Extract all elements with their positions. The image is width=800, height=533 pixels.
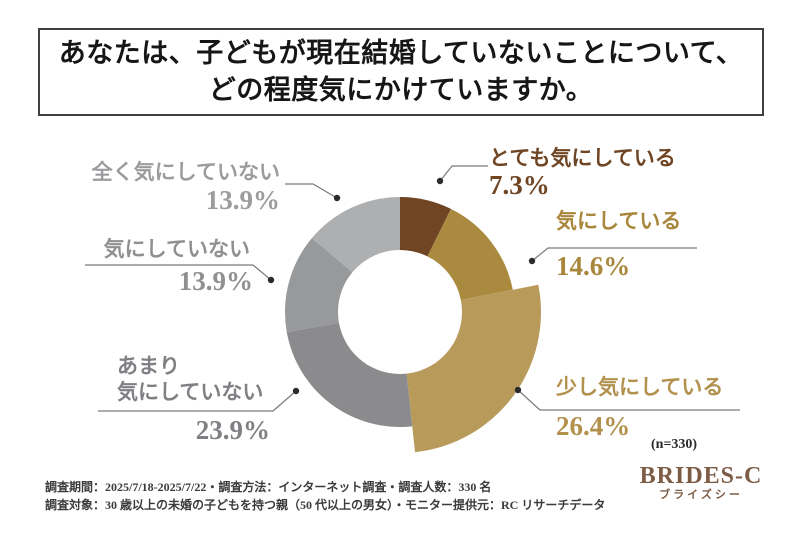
question-title-line2: どの程度気にかけていますか。 xyxy=(208,75,594,105)
callout-pct-slightly: 26.4% xyxy=(556,411,631,441)
callout-label-not-much-line1: あまり xyxy=(117,354,180,378)
brand-logo: BRIDES-C ブライズシー xyxy=(636,463,766,502)
callout-pct-not: 13.9% xyxy=(178,266,253,296)
leader-line-very xyxy=(439,165,488,182)
leader-dot-somewhat xyxy=(528,257,536,265)
callout-label-not-much-line2: 気にしていない xyxy=(117,380,264,404)
callout-pct-very: 7.3% xyxy=(489,170,550,200)
leader-dot-slightly xyxy=(514,386,522,394)
callout-pct-not-much: 23.9% xyxy=(195,415,270,445)
leader-line-somewhat xyxy=(531,247,697,262)
leader-line-not-at-all xyxy=(285,183,338,199)
sample-size-note: (n=330) xyxy=(651,437,698,452)
callout-label-not-at-all: 全く気にしていない xyxy=(91,160,280,184)
brand-logo-reading: ブライズシー xyxy=(659,489,743,501)
callout-label-very: とても気にしている xyxy=(489,146,676,170)
leader-dot-not xyxy=(267,276,275,284)
donut-segment-1 xyxy=(427,208,513,300)
question-title-box: あなたは、子どもが現在結婚していないことについて、 どの程度気にかけていますか。 xyxy=(38,28,764,116)
callout-label-somewhat: 気にしている xyxy=(556,209,682,233)
brand-logo-name: BRIDES-C xyxy=(639,463,763,489)
callout-label-not: 気にしていない xyxy=(103,237,250,261)
leader-dot-very xyxy=(436,177,444,185)
callout-pct-not-at-all: 13.9% xyxy=(205,185,280,215)
donut-segments xyxy=(285,197,541,453)
leader-line-slightly xyxy=(517,389,740,411)
question-title-line1: あなたは、子どもが現在結婚していないことについて、 xyxy=(58,38,744,68)
leader-dot-not-much xyxy=(292,387,300,395)
leader-lines xyxy=(85,165,740,412)
donut-segment-0 xyxy=(400,197,451,257)
leader-line-not-much xyxy=(98,390,297,412)
survey-note-line2: 調査対象：30 歳以上の未婚の子どもを持つ親（50 代以上の男女）・モニター提供… xyxy=(45,498,606,512)
donut-segment-4 xyxy=(285,238,353,333)
donut-segment-2 xyxy=(406,284,541,453)
leader-dot-not-at-all xyxy=(333,194,341,202)
survey-note-line1: 調査期間：2025/7/18-2025/7/22・調査方法：インターネット調査・… xyxy=(45,480,492,494)
survey-notes: 調査期間：2025/7/18-2025/7/22・調査方法：インターネット調査・… xyxy=(45,478,605,514)
donut-segment-5 xyxy=(311,197,400,273)
callout-label-slightly: 少し気にしている xyxy=(556,375,724,399)
callout-pct-somewhat: 14.6% xyxy=(556,251,631,281)
leader-line-not xyxy=(85,264,272,281)
donut-segment-3 xyxy=(286,322,413,427)
